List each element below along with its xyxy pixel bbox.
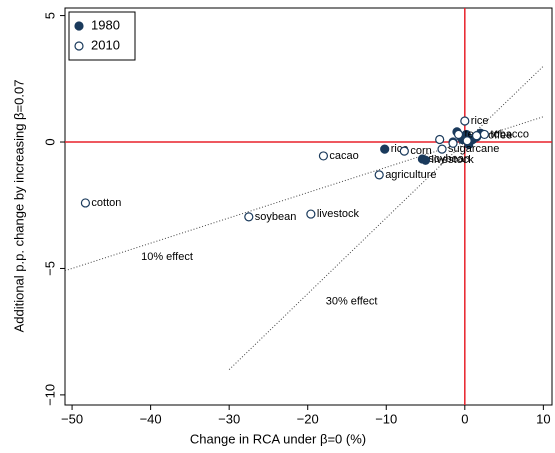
x-tick-label: −10	[375, 411, 397, 426]
point-label: livestock	[317, 208, 360, 220]
point	[374, 170, 384, 180]
point-label: soybean	[428, 153, 470, 165]
point	[479, 129, 490, 140]
x-tick-label: 10	[536, 411, 550, 426]
point-label: coffee	[483, 130, 513, 142]
point-label: soybean	[255, 211, 297, 223]
plot-frame	[64, 7, 553, 406]
y-tick-label: 0	[42, 138, 57, 145]
x-tick-label: −40	[140, 411, 162, 426]
point	[318, 151, 329, 161]
point-label: cotton	[91, 197, 121, 209]
point	[420, 155, 431, 165]
x-tick-label: 0	[461, 411, 468, 426]
legend-marker	[74, 41, 84, 51]
point	[437, 144, 447, 154]
point	[460, 116, 470, 126]
legend-box	[68, 11, 136, 61]
point	[448, 138, 458, 148]
x-axis-label: Change in RCA under β=0 (%)	[190, 431, 366, 446]
legend-label: 1980	[91, 17, 120, 32]
point-label: sugarcane	[448, 143, 499, 155]
y-tick-label: 5	[42, 12, 57, 19]
x-tick-label: −30	[218, 411, 240, 426]
point	[462, 136, 472, 146]
point	[435, 134, 445, 145]
legend: 1980 2010	[68, 11, 136, 61]
y-axis-label: Additional p.p. change by increasing β=0…	[11, 80, 26, 333]
legend-label: 2010	[91, 37, 120, 52]
point	[306, 209, 316, 219]
point	[380, 144, 390, 154]
legend-marker	[74, 21, 84, 31]
reference-label: 30% effect	[326, 296, 378, 308]
point-label: corn	[410, 145, 431, 157]
point	[453, 129, 464, 140]
x-tick-label: −50	[61, 411, 83, 426]
point-label: tobacco	[490, 128, 529, 140]
point	[80, 198, 91, 208]
point	[471, 131, 482, 141]
reference-line	[228, 65, 544, 370]
point	[244, 212, 254, 222]
point-label: cacao	[329, 150, 358, 162]
point-label: livestock	[432, 154, 475, 166]
reference-label: 10% effect	[141, 251, 193, 263]
point	[399, 146, 409, 156]
x-tick-label: −20	[297, 411, 319, 426]
y-tick-label: −5	[42, 261, 57, 276]
point-label: rice	[471, 115, 489, 127]
point-label: agriculture	[385, 169, 436, 181]
y-tick-label: −10	[42, 384, 57, 406]
